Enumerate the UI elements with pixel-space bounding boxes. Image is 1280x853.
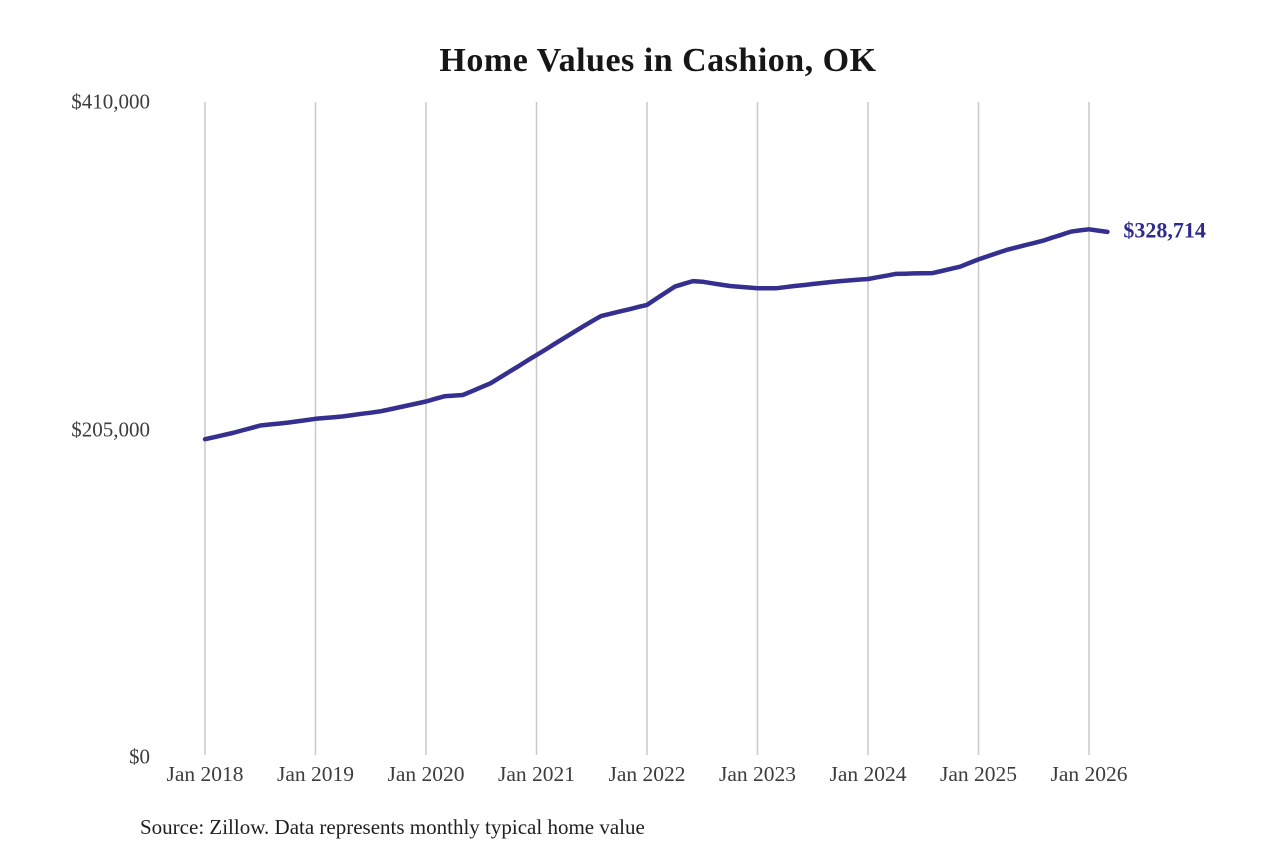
x-axis-tick-label: Jan 2023 bbox=[718, 762, 797, 786]
x-axis-tick-label: Jan 2026 bbox=[1050, 762, 1128, 786]
source-note: Source: Zillow. Data represents monthly … bbox=[140, 815, 645, 839]
x-axis-tick-label: Jan 2025 bbox=[939, 762, 1018, 786]
y-axis-tick-label: $410,000 bbox=[71, 89, 150, 114]
x-axis-tick-label: Jan 2022 bbox=[608, 762, 686, 786]
x-axis-tick-label: Jan 2021 bbox=[497, 762, 576, 786]
x-axis-tick-label: Jan 2024 bbox=[829, 762, 907, 786]
x-axis-tick-label: Jan 2020 bbox=[387, 762, 465, 786]
y-axis-tick-label: $0 bbox=[129, 744, 150, 769]
latest-value-label: $328,714 bbox=[1123, 217, 1206, 243]
chart-title: Home Values in Cashion, OK bbox=[439, 42, 877, 79]
x-axis-tick-label: Jan 2019 bbox=[276, 762, 355, 786]
y-axis-tick-label: $205,000 bbox=[71, 417, 150, 441]
x-axis-tick-label: Jan 2018 bbox=[166, 762, 244, 786]
home-value-line bbox=[202, 227, 1110, 442]
